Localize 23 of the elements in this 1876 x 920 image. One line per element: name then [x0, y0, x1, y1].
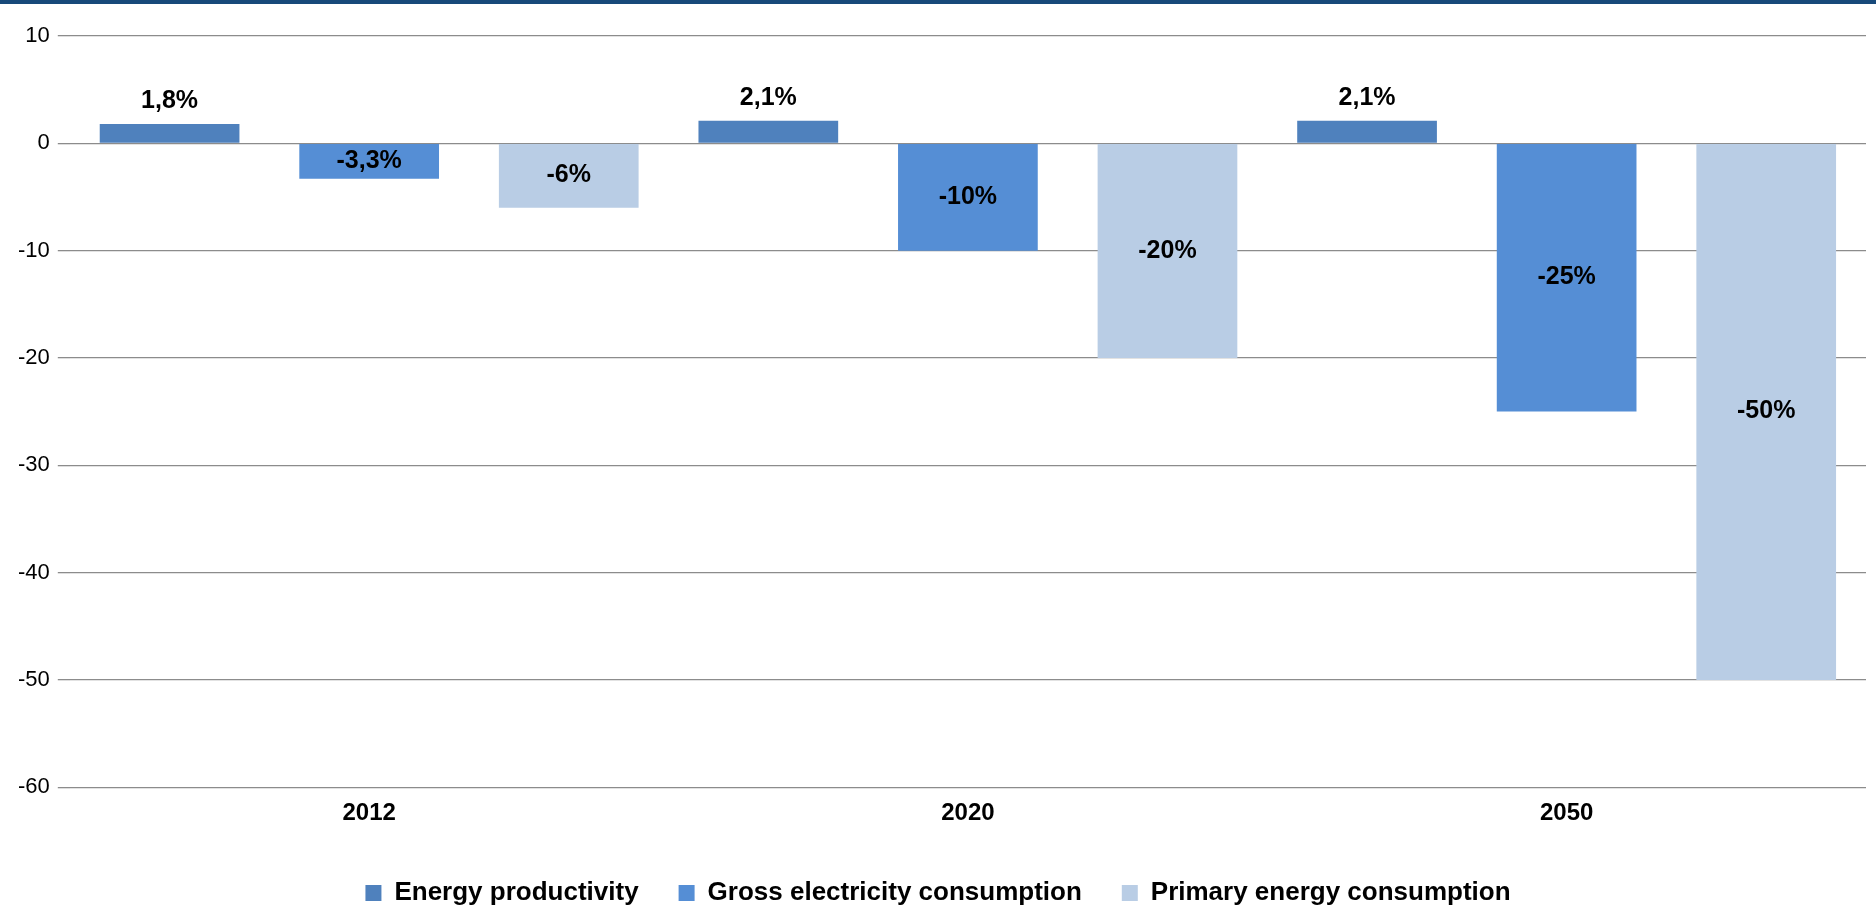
data-label: -3,3% — [336, 144, 402, 173]
x-tick-label: 2050 — [1539, 798, 1594, 826]
data-label: 1,8% — [141, 85, 199, 114]
data-label: -25% — [1537, 261, 1596, 290]
y-tick-label: -60 — [18, 773, 50, 799]
y-tick-label: -20 — [18, 344, 50, 370]
y-tick-label: 10 — [25, 22, 50, 48]
data-label: 2,1% — [1338, 82, 1396, 111]
data-label: -50% — [1737, 395, 1796, 424]
data-label: -20% — [1138, 234, 1197, 263]
x-tick-label: 2012 — [342, 798, 396, 826]
y-tick-label: -10 — [18, 236, 50, 262]
data-label: -6% — [546, 159, 591, 188]
y-tick-label: -50 — [18, 665, 50, 691]
y-tick-label: 0 — [37, 129, 50, 155]
legend-label: Gross electricity consumption — [707, 876, 1082, 907]
data-label: 2,1% — [739, 82, 797, 111]
data-label: -10% — [938, 180, 998, 209]
legend-label: Primary energy consumption — [1150, 876, 1511, 907]
x-tick-label: 2020 — [941, 798, 995, 826]
legend-label: Energy productivity — [394, 876, 640, 907]
y-tick-label: -30 — [18, 451, 50, 477]
y-tick-label: -40 — [18, 558, 50, 584]
